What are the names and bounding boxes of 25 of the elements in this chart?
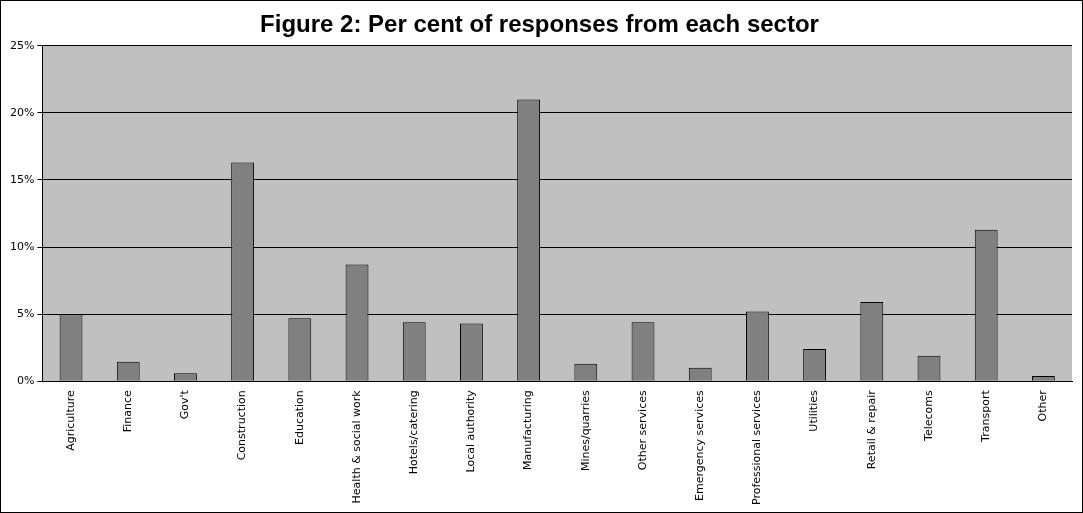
x-tick-label: Other (1036, 389, 1050, 422)
x-tick-label: Manufacturing (521, 390, 535, 470)
y-tick-label: 20% (10, 105, 35, 119)
x-tick-label: Utilities (807, 390, 821, 432)
x-tick-label: Telecoms (921, 390, 935, 442)
x-tick-label: Professional services (750, 390, 764, 506)
x-tick-label: Local authority (464, 389, 478, 473)
x-tick-label: Mines/quarries (578, 390, 592, 472)
x-tick-label: Emergency services (693, 389, 707, 501)
chart-title: Figure 2: Per cent of responses from each sector (260, 10, 819, 38)
x-tick-label: Transport (979, 389, 993, 443)
x-tick-label: Education (292, 390, 306, 446)
x-tick-label: Finance (121, 390, 135, 433)
y-tick-label: 15% (10, 172, 35, 186)
y-tick-label: 25% (10, 38, 35, 52)
x-tick-label: Gov't (178, 389, 192, 420)
y-tick-label: 0% (17, 374, 35, 388)
x-tick-label: Retail & repair (864, 389, 878, 470)
x-tick-label: Health & social work (349, 389, 363, 504)
x-tick-label: Other services (635, 390, 649, 471)
x-tick-label: Construction (235, 390, 249, 461)
x-tick-label: Hotels/catering (407, 390, 421, 475)
x-tick-label: Agriculture (63, 390, 77, 451)
y-tick-label: 5% (17, 307, 35, 321)
y-tick-label: 10% (10, 239, 35, 253)
